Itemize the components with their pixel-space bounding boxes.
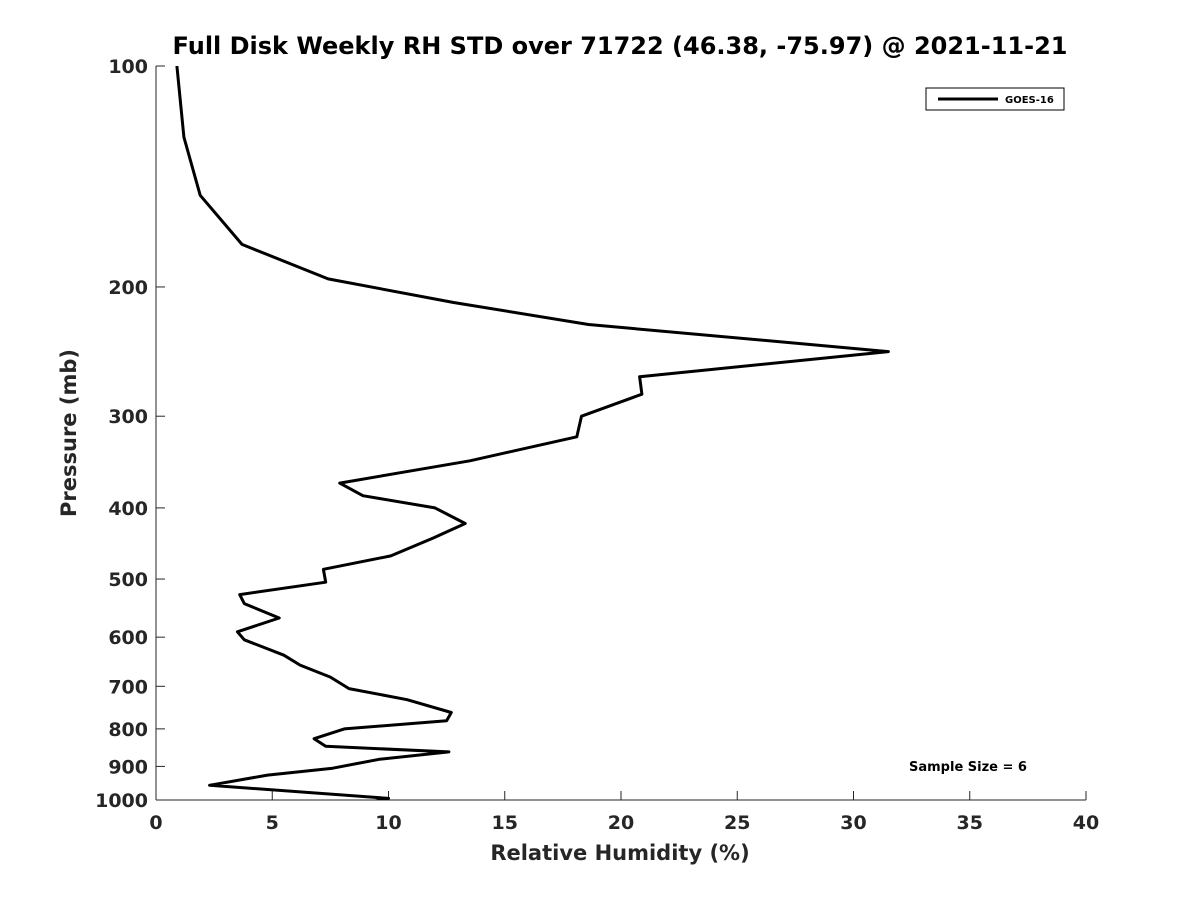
- x-axis-ticks: 0 5 10 15 20 25 30 35 40: [149, 791, 1099, 834]
- y-tick-label: 500: [108, 569, 148, 591]
- series-line-goes-16: [175, 66, 890, 800]
- legend-label-goes-16: GOES-16: [1005, 95, 1054, 106]
- x-tick-label: 40: [1073, 812, 1099, 834]
- x-tick-label: 10: [375, 812, 401, 834]
- y-tick-label: 700: [108, 676, 148, 698]
- chart-title: Full Disk Weekly RH STD over 71722 (46.3…: [173, 32, 1068, 60]
- x-tick-label: 20: [608, 812, 634, 834]
- y-tick-label: 100: [108, 56, 148, 78]
- y-tick-label: 200: [108, 277, 148, 299]
- x-tick-label: 30: [840, 812, 866, 834]
- y-tick-label: 600: [108, 627, 148, 649]
- legend: GOES-16: [925, 87, 1065, 111]
- y-tick-label: 400: [108, 498, 148, 520]
- y-axis-label: Pressure (mb): [57, 349, 81, 517]
- y-axis-ticks: 100 200 300 400 500 600 700 800 900 1000: [95, 56, 165, 812]
- x-tick-label: 0: [149, 812, 162, 834]
- x-tick-label: 5: [266, 812, 279, 834]
- y-tick-label: 300: [108, 406, 148, 428]
- x-tick-label: 35: [957, 812, 983, 834]
- y-tick-label: 1000: [95, 790, 148, 812]
- x-tick-label: 25: [724, 812, 750, 834]
- sample-size-annotation: Sample Size = 6: [909, 760, 1027, 775]
- series-lines: [175, 66, 890, 800]
- y-tick-label: 800: [108, 719, 148, 741]
- x-tick-label: 15: [492, 812, 518, 834]
- y-tick-label: 900: [108, 756, 148, 778]
- axes: [155, 66, 1086, 801]
- x-axis-label: Relative Humidity (%): [490, 841, 749, 865]
